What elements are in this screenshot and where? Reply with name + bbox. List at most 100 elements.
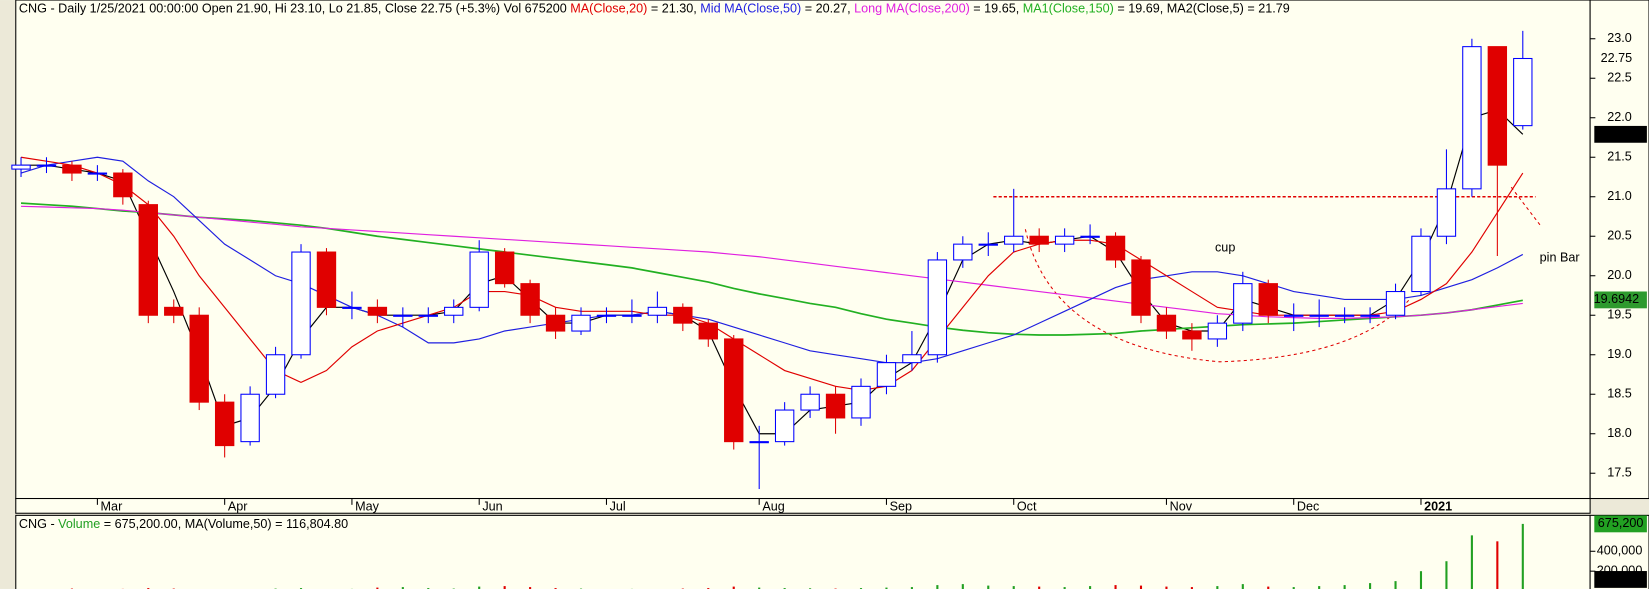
volume-bar [1318, 586, 1321, 589]
volume-bar [401, 587, 404, 589]
candle-body [291, 251, 311, 356]
candle-body [825, 393, 846, 419]
x-tick-label: Mar [101, 499, 123, 513]
volume-bar [376, 587, 379, 589]
volume-bar [529, 587, 532, 589]
candle-body [698, 322, 718, 340]
value-box [1594, 125, 1647, 143]
candle-body [1156, 314, 1177, 332]
candle-body [596, 314, 617, 317]
candle-body [1513, 57, 1533, 127]
legend-value: = 19.69, [1114, 2, 1167, 16]
candle-body [316, 251, 337, 308]
value-label: 19.6942 [1594, 292, 1640, 306]
cup-curve [1024, 229, 1410, 363]
volume-header-text: Volume [58, 517, 100, 531]
candle-body [571, 314, 591, 332]
volume-header-text: CNG - [19, 517, 58, 531]
x-tick-label: Nov [1170, 499, 1193, 513]
volume-bar [961, 584, 964, 589]
candle-body [724, 338, 744, 443]
legend-value: = 19.65, [970, 2, 1023, 16]
ma-line [20, 202, 1523, 336]
volume-bar [1521, 523, 1524, 589]
candle-body [978, 243, 998, 246]
legend-value: = 21.30, [647, 2, 700, 16]
x-tick-label: Jun [482, 499, 502, 513]
volume-bar [910, 587, 913, 589]
volume-bar [732, 586, 735, 589]
volume-bar [1089, 586, 1092, 589]
candle-body [953, 243, 973, 261]
value-label: 21.79 [1601, 127, 1633, 141]
x-tick-label: Oct [1017, 499, 1037, 513]
y-tick-label: 17.5 [1607, 466, 1632, 480]
x-tick-label: May [355, 499, 380, 513]
value-box [1594, 291, 1647, 309]
candle-body [265, 354, 286, 395]
y-tick-label: 21.0 [1607, 189, 1632, 203]
y-tick-label: 18.0 [1607, 426, 1632, 440]
volume-bar [1012, 586, 1015, 589]
volume-bar [758, 587, 761, 589]
candle-body [469, 251, 489, 308]
annotation: cup [1215, 240, 1235, 254]
price-pane [15, 0, 1591, 500]
header-text: CNG - Daily 1/25/2021 00:00:00 Open 21.9… [19, 2, 570, 16]
volume-bar [1343, 585, 1346, 589]
candle-body [1411, 235, 1431, 293]
legend-value: = 21.79 [1244, 2, 1290, 16]
volume-bar [885, 587, 888, 589]
volume-header: CNG - Volume = 675,200.00, MA(Volume,50)… [19, 517, 348, 531]
y-tick-label: 22.5 [1607, 71, 1632, 85]
candle-body [902, 354, 922, 364]
candle-body [11, 164, 31, 170]
y-tick-label: 22.0 [1607, 110, 1632, 124]
candle-body [927, 259, 948, 356]
volume-bar [1216, 586, 1219, 589]
pin-bar-pointer [1510, 186, 1543, 228]
candle-body [367, 306, 388, 316]
marks [11, 30, 1536, 589]
candle-body [1029, 235, 1049, 245]
volume-bar [1445, 561, 1448, 589]
x-tick-label: Sep [890, 499, 912, 513]
volume-bar [1394, 581, 1397, 589]
candle-body [1080, 235, 1100, 238]
y-tick-label: 20.0 [1607, 268, 1632, 282]
annotation: pin Bar [1540, 251, 1580, 265]
y-tick-label: 23.0 [1607, 31, 1632, 45]
candle-body [1487, 46, 1508, 166]
candle-body [393, 314, 413, 317]
volume-bar [1038, 586, 1041, 589]
value-box [1594, 571, 1647, 588]
x-tick-label: 2021 [1424, 499, 1452, 513]
candle-body [1360, 314, 1380, 317]
candle-body [1258, 283, 1278, 316]
candle-body [240, 393, 260, 443]
legend-name: Mid MA(Close,50) [700, 2, 801, 16]
candle-body [214, 401, 235, 447]
volume-bar [478, 586, 481, 589]
value-label: 675,200 [1598, 516, 1644, 530]
volume-bar [1470, 535, 1473, 589]
candle-body [1284, 314, 1304, 317]
volume-bar [1165, 586, 1168, 589]
volume-bar [1139, 585, 1143, 589]
candle-body [1054, 235, 1075, 245]
volume-bar [936, 585, 939, 589]
candle-body [189, 314, 209, 403]
candle-body [1182, 330, 1202, 340]
value-label: 22.75 [1601, 51, 1633, 65]
candle-body [622, 314, 642, 317]
volume-pane [15, 514, 1591, 589]
value-box [1594, 515, 1647, 533]
candle-body [418, 314, 438, 317]
candle-body [36, 164, 57, 167]
candle-body [1105, 235, 1126, 261]
volume-bar [987, 585, 990, 589]
candle-body [774, 409, 795, 443]
legend-name: Long MA(Close,200) [854, 2, 970, 16]
candle-body [164, 306, 184, 316]
